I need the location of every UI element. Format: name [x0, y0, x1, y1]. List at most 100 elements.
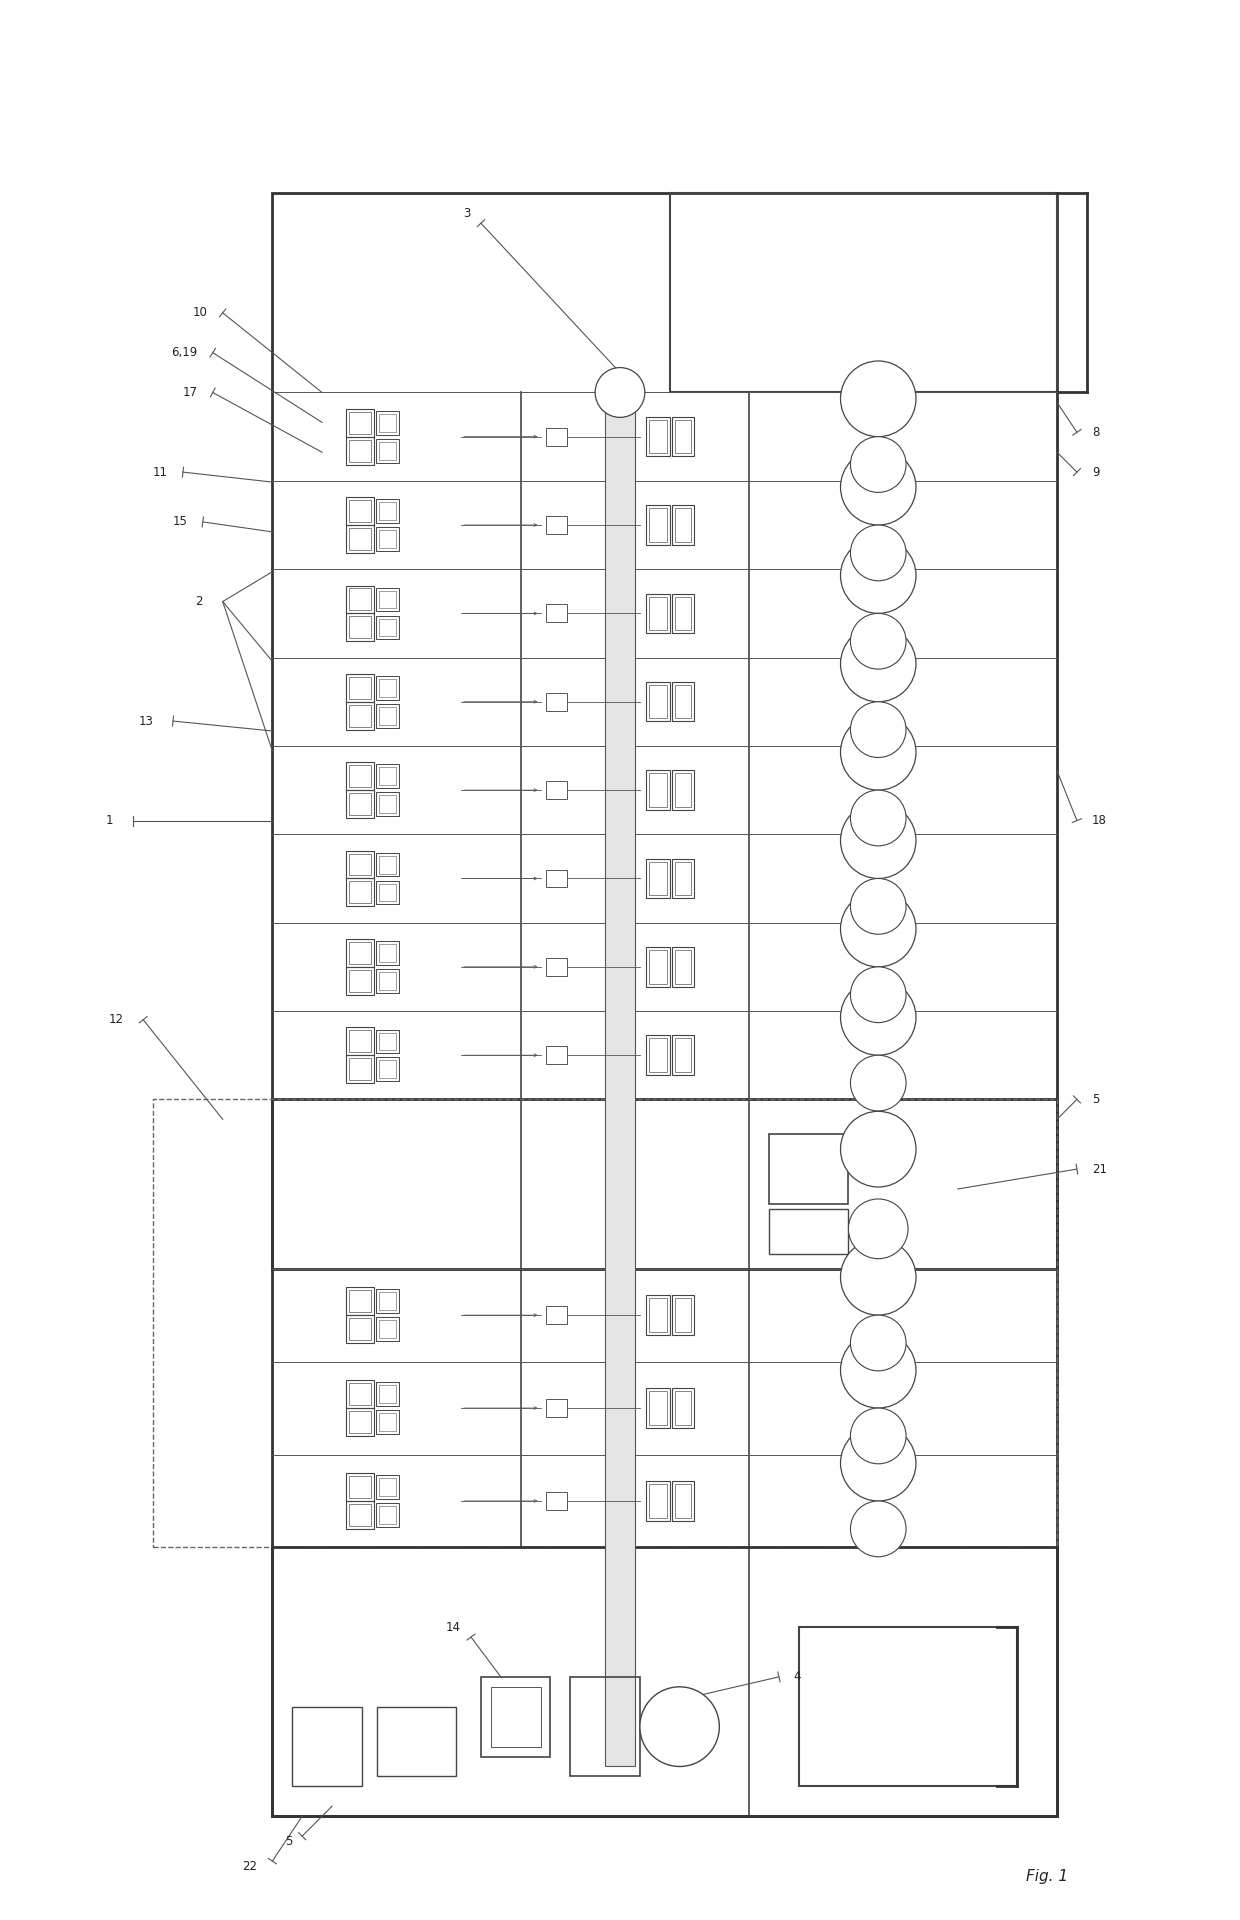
Circle shape [841, 449, 916, 524]
Text: Fig. 1: Fig. 1 [1025, 1868, 1068, 1884]
Bar [346, 1056, 373, 1083]
Circle shape [851, 612, 906, 670]
Bar [376, 881, 399, 904]
Text: 18: 18 [1091, 814, 1106, 828]
Text: 5: 5 [1091, 1092, 1099, 1106]
Bar [376, 1029, 399, 1054]
Bar [378, 591, 397, 609]
Text: 10: 10 [193, 307, 208, 319]
Bar [378, 972, 397, 989]
Bar [348, 1476, 371, 1498]
Bar [646, 770, 670, 810]
Bar [646, 1388, 670, 1428]
Bar [378, 618, 397, 636]
Bar [346, 968, 373, 995]
Bar [546, 516, 568, 534]
Circle shape [841, 1332, 916, 1407]
Bar [672, 1480, 693, 1521]
Bar [376, 1475, 399, 1500]
Text: 4: 4 [794, 1670, 801, 1684]
Bar [675, 420, 691, 453]
Circle shape [841, 803, 916, 879]
Bar [769, 1210, 848, 1254]
Circle shape [848, 1198, 908, 1260]
Text: 11: 11 [153, 467, 169, 478]
Circle shape [841, 1240, 916, 1315]
Bar [378, 883, 397, 900]
Bar [376, 528, 399, 551]
Bar [346, 674, 373, 701]
Bar [348, 589, 371, 611]
Bar [672, 947, 693, 987]
Bar [675, 1484, 691, 1517]
Bar [346, 497, 373, 524]
Bar [378, 795, 397, 812]
Circle shape [841, 538, 916, 612]
Text: 5: 5 [285, 1836, 293, 1847]
Bar [376, 499, 399, 522]
Bar [346, 1380, 373, 1407]
Bar [273, 194, 1056, 1816]
Bar [799, 1626, 1017, 1786]
Bar [649, 1298, 667, 1332]
Bar [348, 970, 371, 993]
Bar [646, 1035, 670, 1075]
Bar [346, 1473, 373, 1501]
Bar [649, 509, 667, 541]
Bar [348, 1319, 371, 1340]
Bar [376, 588, 399, 611]
Circle shape [851, 791, 906, 847]
Bar [376, 1503, 399, 1526]
Bar [646, 947, 670, 987]
Bar [348, 793, 371, 814]
Text: 21: 21 [1091, 1164, 1107, 1175]
Bar [378, 442, 397, 459]
Bar [646, 593, 670, 634]
Bar [346, 524, 373, 553]
Text: 3: 3 [464, 207, 471, 219]
Text: 13: 13 [139, 714, 154, 728]
Bar [649, 950, 667, 983]
Circle shape [841, 361, 916, 436]
Bar [346, 1407, 373, 1436]
Circle shape [841, 626, 916, 701]
Bar [378, 530, 397, 547]
Bar [378, 503, 397, 520]
Bar [675, 950, 691, 983]
Bar [346, 879, 373, 906]
Bar [377, 1707, 456, 1776]
Bar [378, 1060, 397, 1079]
Bar [546, 1046, 568, 1064]
Bar [570, 1676, 640, 1776]
Bar [376, 616, 399, 639]
Text: 14: 14 [446, 1620, 461, 1634]
Circle shape [851, 436, 906, 492]
Bar [378, 1478, 397, 1496]
Bar [546, 1306, 568, 1325]
Bar [670, 194, 1056, 392]
Bar [378, 1505, 397, 1524]
Bar [348, 881, 371, 904]
Bar [376, 1058, 399, 1081]
Bar [346, 791, 373, 818]
Bar [649, 862, 667, 895]
Circle shape [841, 714, 916, 791]
Bar [546, 958, 568, 975]
Bar [649, 685, 667, 718]
Bar [675, 509, 691, 541]
Bar [348, 1411, 371, 1432]
Bar [491, 1688, 541, 1747]
Bar [546, 605, 568, 622]
Bar [348, 499, 371, 522]
Bar [348, 1503, 371, 1526]
Bar [646, 1296, 670, 1334]
Bar [672, 858, 693, 899]
Bar [675, 597, 691, 630]
Bar [348, 528, 371, 549]
Bar [348, 943, 371, 964]
Bar [346, 1501, 373, 1528]
Bar [293, 1707, 362, 1786]
Bar [672, 1296, 693, 1334]
Bar [346, 939, 373, 968]
Bar [346, 851, 373, 879]
